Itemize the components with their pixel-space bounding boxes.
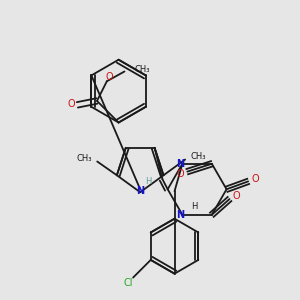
Text: O: O: [177, 169, 184, 178]
Text: O: O: [232, 191, 240, 201]
Text: N: N: [176, 159, 184, 169]
Text: H: H: [146, 177, 152, 186]
Text: N: N: [136, 186, 144, 196]
Text: O: O: [251, 174, 259, 184]
Text: N: N: [176, 210, 184, 220]
Text: O: O: [68, 99, 75, 109]
Text: CH₃: CH₃: [77, 154, 92, 163]
Text: O: O: [106, 72, 114, 82]
Text: CH₃: CH₃: [190, 152, 206, 161]
Text: Cl: Cl: [123, 278, 133, 289]
Text: H: H: [191, 202, 197, 211]
Text: CH₃: CH₃: [134, 65, 150, 74]
